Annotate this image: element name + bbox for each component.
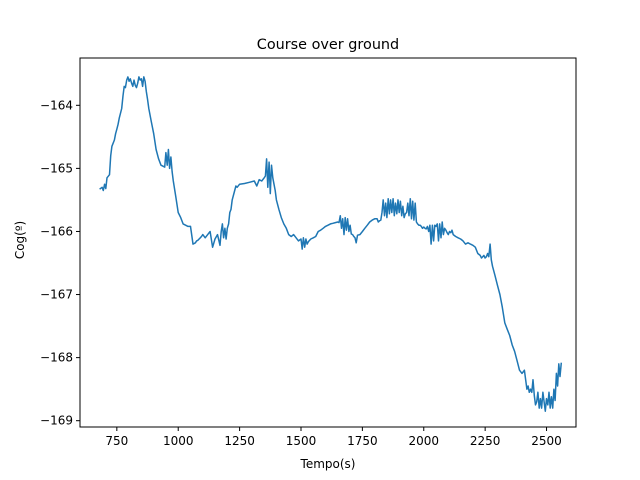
x-tick-label: 1500 xyxy=(286,434,317,448)
x-tick-label: 1250 xyxy=(224,434,255,448)
y-axis: −169 −168 −167 −166 −165 −164 xyxy=(40,98,80,428)
x-tick-label: 1000 xyxy=(163,434,194,448)
series-line xyxy=(99,76,563,412)
series-layer xyxy=(99,76,563,412)
x-tick-label: 1750 xyxy=(347,434,378,448)
y-tick-label: −167 xyxy=(40,288,73,302)
y-tick-label: −164 xyxy=(40,98,73,112)
x-tick-label: 2000 xyxy=(408,434,439,448)
y-tick-label: −168 xyxy=(40,351,73,365)
y-tick-label: −166 xyxy=(40,224,73,238)
y-tick-label: −165 xyxy=(40,161,73,175)
x-axis: 750 1000 1250 1500 1750 2000 2250 2500 xyxy=(105,427,562,448)
y-tick-label: −169 xyxy=(40,414,73,428)
x-tick-label: 2250 xyxy=(470,434,501,448)
y-axis-label: Cog(º) xyxy=(13,221,27,259)
x-axis-label: Tempo(s) xyxy=(300,457,356,471)
chart-title: Course over ground xyxy=(257,37,399,53)
x-tick-label: 2500 xyxy=(531,434,562,448)
axes-frame xyxy=(79,57,577,428)
x-tick-label: 750 xyxy=(105,434,128,448)
